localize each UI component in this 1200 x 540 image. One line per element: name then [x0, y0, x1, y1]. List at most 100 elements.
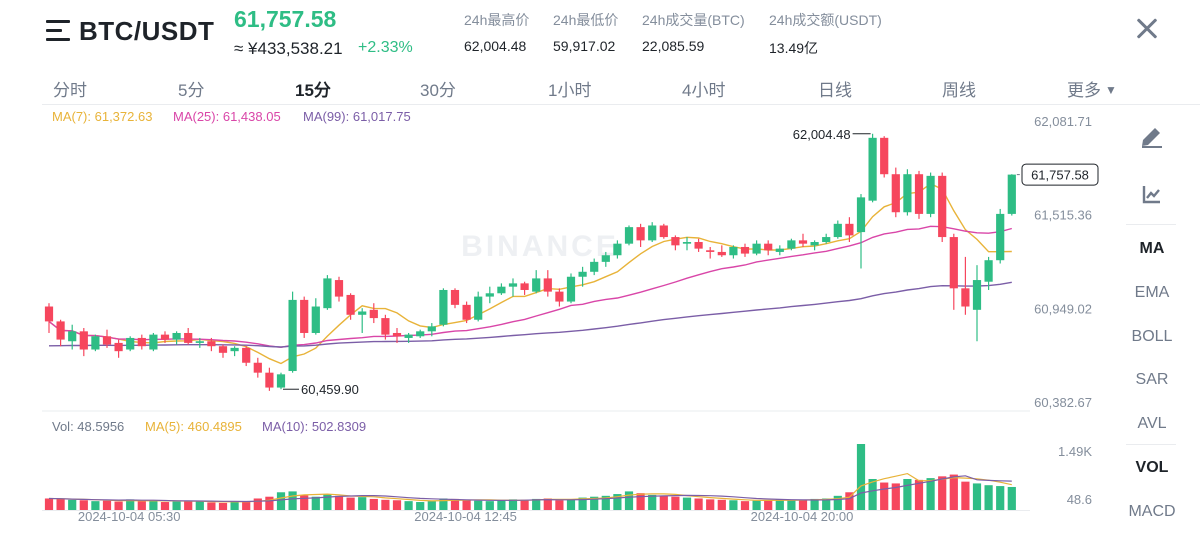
indicator-chart-icon[interactable]	[1138, 180, 1166, 208]
candle-body	[242, 347, 251, 363]
volume-bar	[497, 500, 506, 510]
candle-body	[787, 240, 796, 249]
candle-body	[624, 227, 634, 244]
volume-bar	[416, 502, 425, 510]
candle-body	[972, 280, 982, 310]
caret-down-icon: ▼	[1105, 83, 1117, 97]
indicator-sidebar: MA EMA BOLL SAR AVL VOL MACD	[1124, 108, 1200, 540]
candle-body	[358, 311, 367, 315]
tab-4h[interactable]: 4小时	[682, 81, 726, 100]
legend-ma25: MA(25): 61,438.05	[173, 109, 281, 124]
volume-bar	[276, 492, 286, 510]
stat-value: 22,085.59	[642, 38, 705, 54]
ma99-line	[48, 281, 1012, 348]
candle-body	[276, 374, 286, 388]
high-marker-label: 62,004.48	[793, 127, 851, 142]
close-icon[interactable]	[1136, 18, 1158, 40]
volume-bar	[218, 502, 228, 510]
pair-symbol[interactable]: BTC/USDT	[79, 16, 215, 46]
candle-body	[891, 174, 900, 213]
divider	[1126, 444, 1176, 445]
candle-body	[474, 296, 483, 320]
ma-lines	[48, 182, 1012, 365]
tab-more[interactable]: 更多 ▼	[1067, 76, 1117, 101]
volume-bar	[91, 501, 100, 510]
candle-body	[601, 255, 610, 262]
volume-bar	[868, 478, 877, 510]
tab-15m[interactable]: 15分	[295, 81, 331, 100]
volume-bar	[404, 501, 413, 510]
menu-icon[interactable]	[46, 20, 70, 42]
indicator-ma-button[interactable]: MA	[1139, 240, 1165, 257]
candle-body	[868, 137, 877, 201]
candle-body	[195, 341, 204, 343]
volume-bar	[311, 496, 320, 510]
volume-bar	[601, 495, 610, 510]
tab-time[interactable]: 分时	[53, 81, 87, 100]
candles	[44, 133, 1016, 391]
candle-body	[91, 336, 100, 350]
candle-body	[810, 242, 819, 246]
tab-30m[interactable]: 30分	[420, 81, 456, 100]
candle-body	[79, 331, 88, 350]
current-price-tag	[1021, 163, 1099, 186]
tab-1h[interactable]: 1小时	[548, 81, 592, 100]
draw-tool-icon[interactable]	[1138, 122, 1166, 150]
volume-bar	[508, 499, 518, 510]
candle-body	[961, 288, 970, 307]
volume-bar	[671, 496, 680, 510]
stat-label: 24h成交额(USDT)	[769, 12, 882, 28]
volume-bar	[358, 497, 367, 510]
candle-body	[114, 342, 123, 352]
volume-bar	[543, 498, 552, 510]
price-tick-label: 60,949.02	[1034, 301, 1092, 316]
candle-body	[880, 137, 889, 175]
candle-body	[68, 331, 77, 342]
indicator-boll-button[interactable]: BOLL	[1131, 328, 1173, 345]
time-tick-label: 2024-10-04 20:00	[751, 509, 854, 524]
indicator-sar-button[interactable]: SAR	[1135, 371, 1169, 388]
candle-body	[856, 197, 866, 233]
candle-body	[903, 174, 912, 213]
volume-bar	[752, 500, 761, 510]
volume-bar	[56, 498, 65, 510]
candle-body	[938, 175, 947, 238]
indicator-vol-button[interactable]: VOL	[1135, 459, 1169, 476]
indicator-avl-button[interactable]: AVL	[1137, 415, 1167, 432]
volume-bar	[207, 502, 216, 510]
volume-bar	[717, 499, 726, 510]
candle-body	[671, 237, 680, 246]
indicator-ema-button[interactable]: EMA	[1134, 284, 1170, 301]
price-tick-label: 60,382.67	[1034, 395, 1092, 410]
indicator-macd-button[interactable]: MACD	[1128, 503, 1176, 520]
volume-bar	[833, 495, 842, 510]
ma25-line	[48, 225, 1012, 349]
volume-bar	[822, 498, 831, 510]
tab-1d[interactable]: 日线	[818, 81, 852, 100]
volume-bar	[903, 478, 912, 510]
change-percent: +2.33%	[358, 39, 413, 56]
candle-body	[288, 299, 297, 372]
price-tick-label: 62,081.71	[1034, 114, 1092, 129]
candle-body	[996, 213, 1005, 261]
stat-value: 62,004.48	[464, 38, 527, 54]
candle-body	[253, 362, 262, 373]
volume-bar	[485, 501, 494, 510]
tab-1w[interactable]: 周线	[942, 81, 976, 100]
volume-bar	[334, 495, 344, 510]
tab-5m[interactable]: 5分	[178, 81, 205, 100]
volume-bar	[381, 499, 390, 510]
volume-bars	[44, 444, 1016, 510]
volume-bar	[450, 498, 460, 510]
candle-body	[636, 227, 645, 241]
grid	[42, 410, 1030, 511]
volume-bar	[149, 500, 158, 510]
candle-body	[926, 175, 935, 214]
kline-chart[interactable]: BINANCE 62,081.71 61,515.36 60,949.02 60,38…	[0, 0, 1120, 540]
time-tick-label: 2024-10-04 12:45	[414, 509, 517, 524]
candle-body	[207, 341, 216, 347]
candle-body	[717, 251, 726, 256]
legend-vol-ma5: MA(5): 460.4895	[145, 419, 242, 434]
volume-bar	[914, 479, 924, 510]
volume-bar	[740, 501, 750, 510]
